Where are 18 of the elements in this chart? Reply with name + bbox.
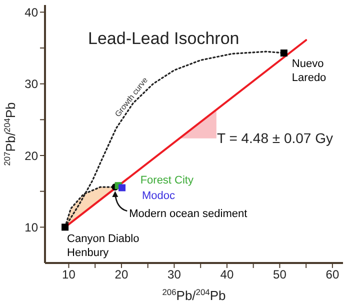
x-tick-label: 40 <box>220 268 234 282</box>
text: Lead-Lead Isochron <box>88 29 240 49</box>
x-tick-label: 50 <box>273 268 287 282</box>
series-label: Modoc <box>142 190 176 202</box>
annotation: T = 4.48 ± 0.07 Gy <box>217 130 333 146</box>
x-axis-title: $^{206}$Pb/$^{204}$Pb <box>162 287 226 303</box>
y-tick-label: 10 <box>24 220 38 234</box>
x-tick-label: 20 <box>114 268 128 282</box>
y-tick-label: 20 <box>24 148 38 163</box>
y-tick-label: 40 <box>24 5 38 20</box>
x-tick-label: 30 <box>168 268 182 282</box>
series-label: Forest City <box>140 174 194 187</box>
series-label: Nuevo Laredo <box>292 58 326 84</box>
series-label: Modern ocean sediment <box>129 208 248 220</box>
x-tick-label: 10 <box>62 268 76 282</box>
y-tick-label: 30 <box>24 77 38 92</box>
series-label: Canyon Diablo Henbury <box>67 233 140 260</box>
x-tick-label: 60 <box>326 268 340 282</box>
